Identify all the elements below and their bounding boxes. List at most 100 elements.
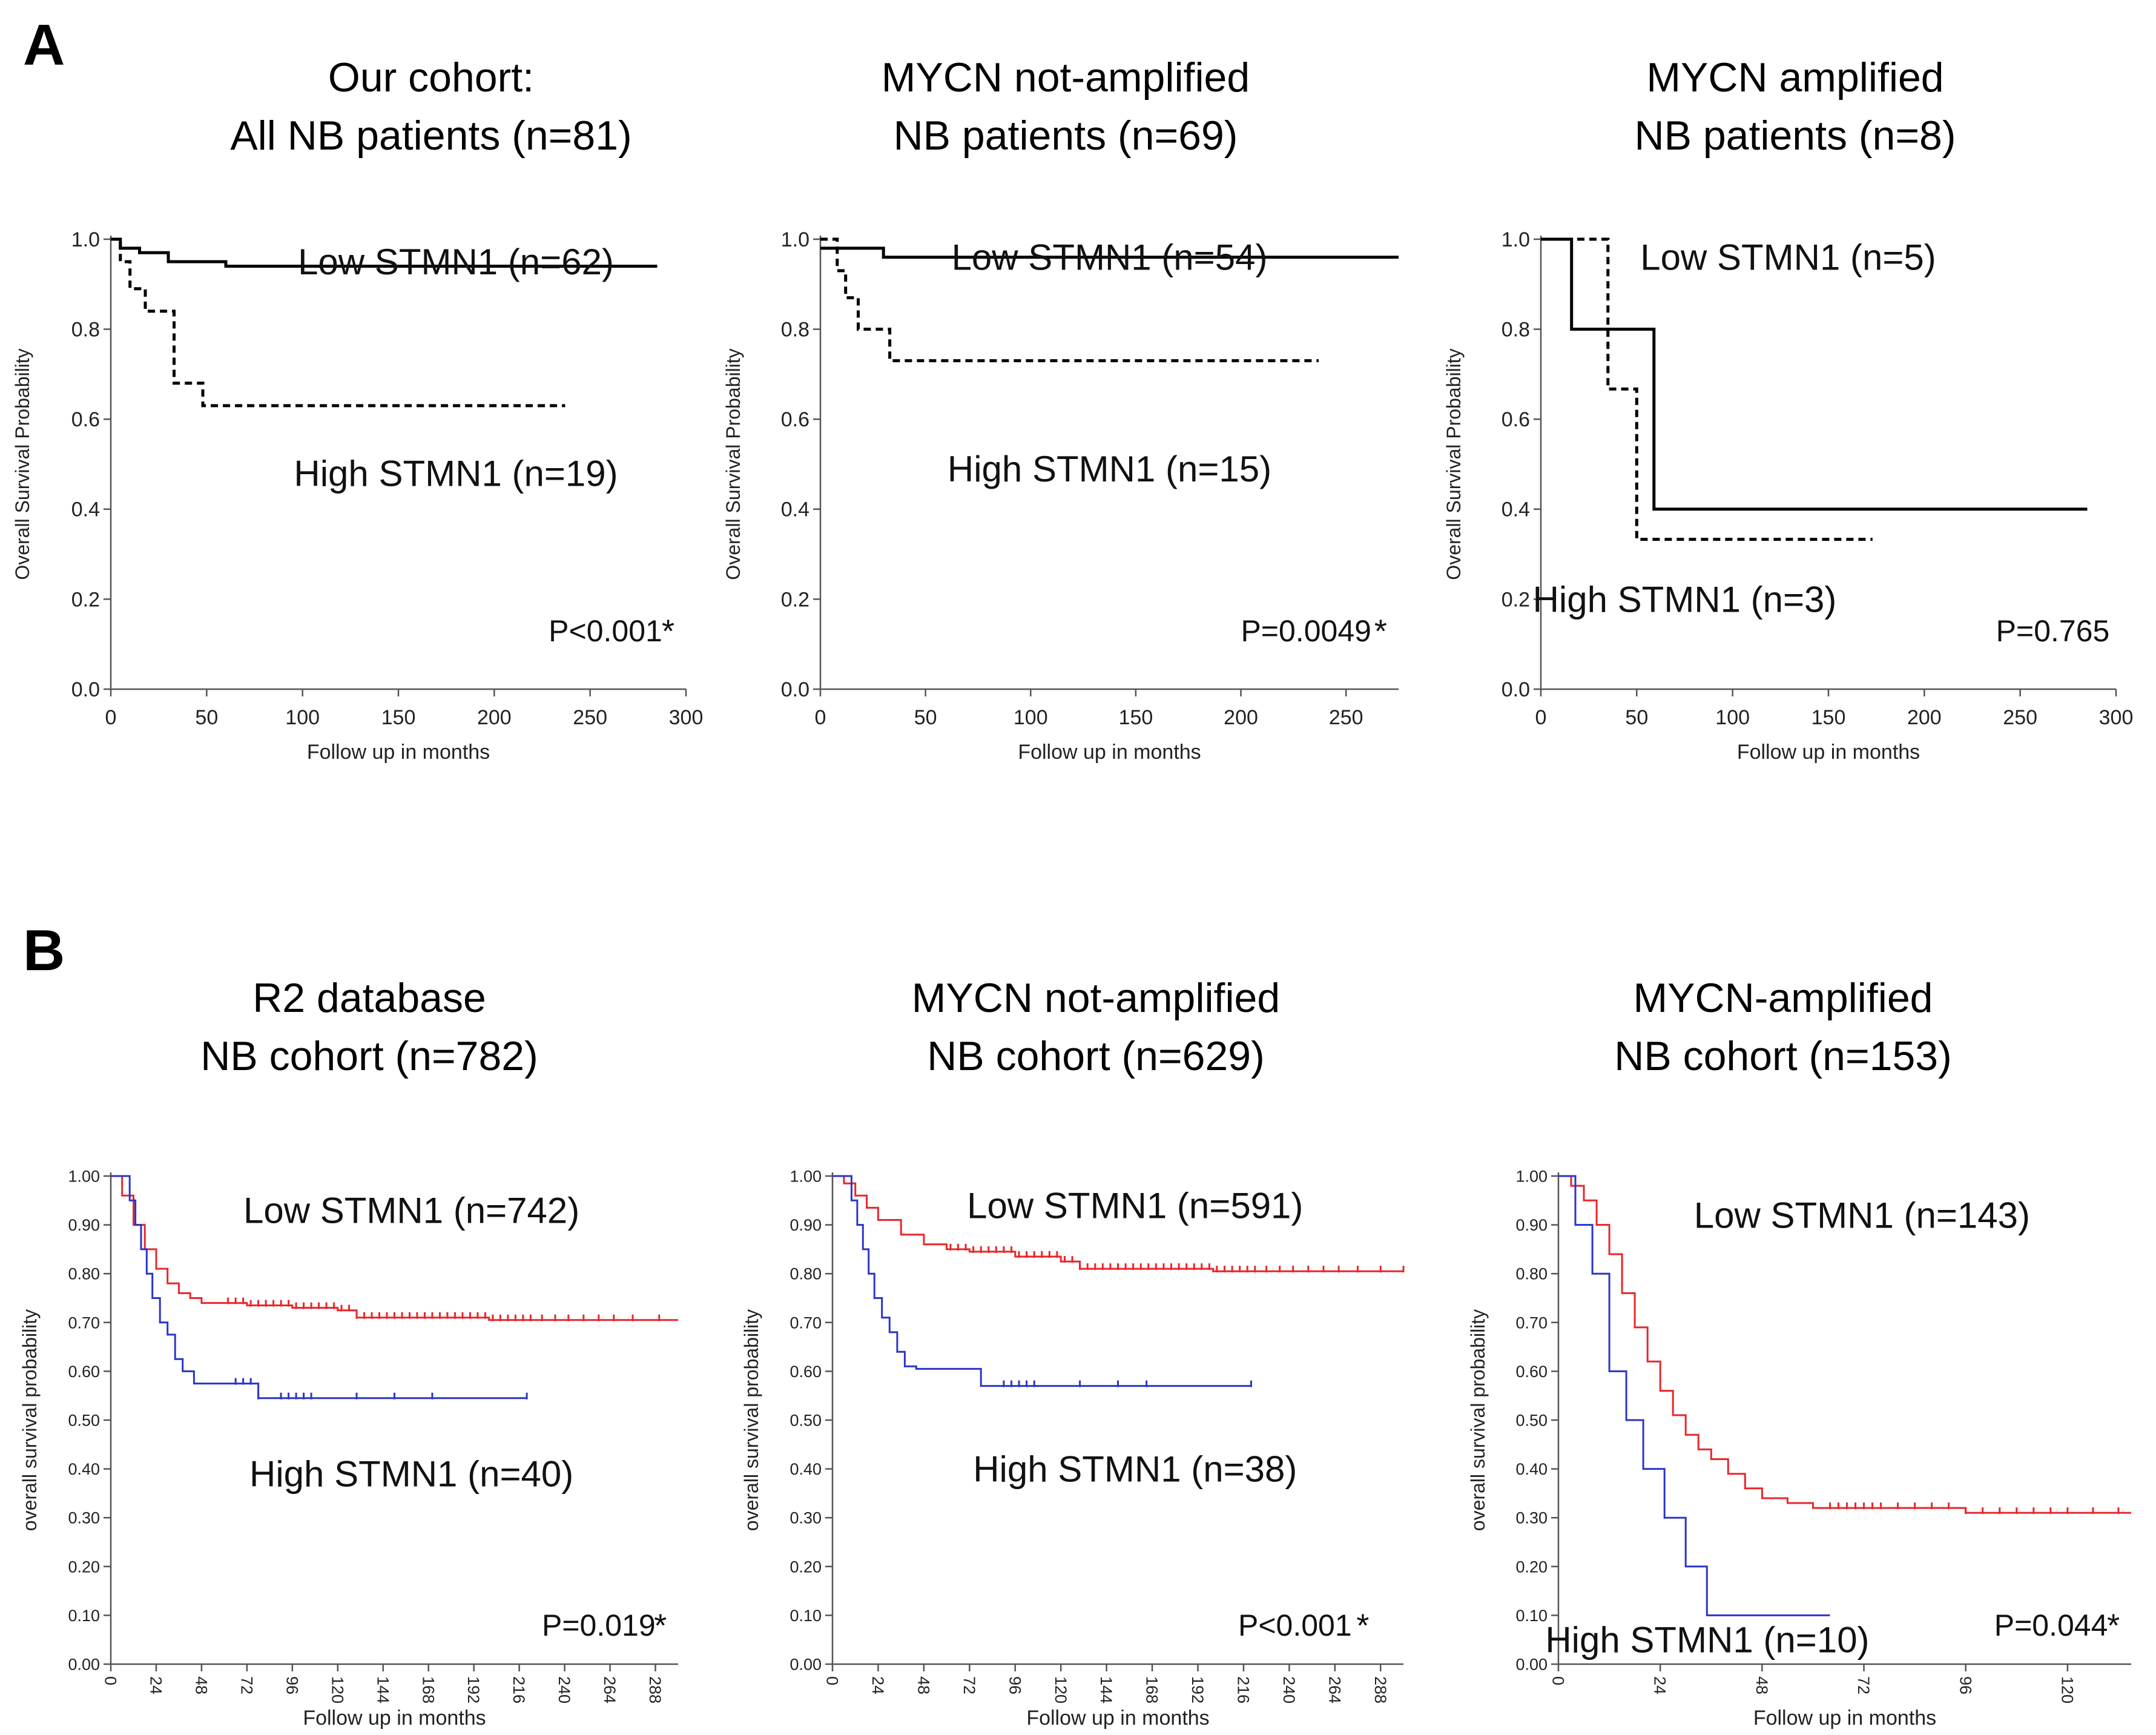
- chart-5-y-tick-label: 0.30: [790, 1509, 822, 1527]
- chart-5-x-tick-label: 216: [1235, 1676, 1253, 1704]
- chart-5-x-tick-label: 264: [1325, 1676, 1343, 1704]
- chart-6-y-tick-label: 0.60: [1515, 1363, 1548, 1381]
- chart-4-annotation-2: High STMN1 (n=40): [249, 1454, 573, 1495]
- chart-5-x-tick-label: 120: [1052, 1676, 1070, 1704]
- chart-1-title-line-2: All NB patients (n=81): [230, 113, 632, 159]
- chart-5-y-tick-label: 0.20: [790, 1558, 822, 1576]
- chart-2-y-tick-label: 0.0: [781, 678, 809, 701]
- chart-1-x-axis-label: Follow up in months: [307, 741, 490, 764]
- chart-3-x-tick-label: 250: [2003, 706, 2037, 729]
- chart-6-x-tick-label: 0: [1549, 1676, 1568, 1685]
- chart-6-x-tick-label: 96: [1956, 1676, 1974, 1694]
- chart-6-annotation-3: P=0.044: [1994, 1608, 2108, 1642]
- chart-1-annotation-4: *: [662, 613, 674, 649]
- chart-5-x-tick-label: 24: [869, 1676, 887, 1694]
- chart-2-x-tick-label: 100: [1014, 706, 1048, 729]
- chart-6-y-tick-label: 0.30: [1515, 1509, 1548, 1527]
- chart-3-y-tick-label: 0.8: [1502, 319, 1530, 342]
- chart-1-x-tick-label: 200: [477, 706, 512, 729]
- chart-4-y-tick-label: 0.60: [68, 1363, 100, 1381]
- chart-2-title-line-1: MYCN not-amplified: [881, 55, 1250, 101]
- chart-1-y-tick-label: 0.0: [71, 678, 100, 701]
- chart-3-y-tick-label: 0.6: [1502, 408, 1530, 431]
- chart-1-annotation-2: High STMN1 (n=19): [294, 453, 618, 494]
- chart-4-title-line-2: NB cohort (n=782): [200, 1033, 538, 1079]
- chart-5-y-tick-label: 0.60: [790, 1363, 822, 1381]
- chart-5-title-line-1: MYCN not-amplified: [911, 975, 1281, 1021]
- chart-5-annotation-1: Low STMN1 (n=591): [967, 1185, 1303, 1226]
- chart-4-x-tick-label: 48: [192, 1676, 210, 1694]
- chart-1-y-tick-label: 0.6: [71, 408, 100, 431]
- chart-2-y-tick-label: 0.4: [781, 498, 809, 521]
- chart-4-x-tick-label: 168: [419, 1676, 437, 1704]
- chart-6-series-2-line: [1558, 1175, 1830, 1616]
- chart-5-x-axis-label: Follow up in months: [1026, 1707, 1209, 1730]
- chart-5-y-tick-label: 1.00: [790, 1167, 822, 1185]
- chart-4-annotation-3: P=0.019: [542, 1608, 656, 1642]
- chart-6-x-tick-label: 72: [1854, 1676, 1873, 1694]
- chart-1-y-tick-label: 0.2: [71, 588, 100, 611]
- chart-4-y-axis-label: overall survival probability: [19, 1309, 41, 1531]
- chart-2-x-tick-label: 250: [1329, 706, 1363, 729]
- chart-3-title-line-1: MYCN amplified: [1646, 55, 1944, 101]
- chart-2-x-tick-label: 200: [1224, 706, 1258, 729]
- chart-3-y-axis-label: Overall Survival Probability: [1443, 348, 1465, 580]
- chart-2-title: MYCN not-amplified NB patients (n=69): [793, 48, 1338, 165]
- chart-3-x-tick-label: 50: [1625, 706, 1648, 729]
- chart-6-y-tick-label: 0.10: [1515, 1607, 1548, 1625]
- chart-3-x-tick-label: 0: [1535, 706, 1547, 729]
- chart-3-x-tick-label: 200: [1907, 706, 1942, 729]
- chart-6-y-tick-label: 0.80: [1515, 1265, 1548, 1283]
- chart-4-y-tick-label: 0.90: [68, 1216, 100, 1234]
- chart-5-x-tick-label: 168: [1143, 1676, 1161, 1704]
- chart-4-x-tick-label: 144: [374, 1676, 392, 1704]
- chart-2-title-line-2: NB patients (n=69): [893, 113, 1238, 159]
- chart-1-y-tick-label: 0.4: [71, 498, 100, 521]
- chart-1-y-tick-label: 1.0: [71, 228, 100, 251]
- chart-1-y-axis-label: Overall Survival Probability: [12, 348, 33, 580]
- chart-1-annotation-3: P<0.001: [549, 614, 662, 648]
- chart-3-title-line-2: NB patients (n=8): [1634, 113, 1956, 159]
- chart-2-annotation-3: P=0.0049: [1241, 614, 1371, 648]
- chart-1-x-tick-label: 150: [381, 706, 416, 729]
- chart-4-x-tick-label: 264: [601, 1676, 619, 1704]
- chart-5-annotation-3: P<0.001: [1238, 1608, 1352, 1642]
- chart-3-x-tick-label: 300: [2099, 706, 2134, 729]
- chart-3-series-2-line: [1541, 237, 1873, 541]
- chart-1-title-line-1: Our cohort:: [328, 55, 535, 101]
- chart-2-series-2-line: [820, 237, 1319, 363]
- chart-5-x-tick-label: 0: [823, 1676, 842, 1685]
- chart-4-annotation-1: Low STMN1 (n=742): [243, 1190, 579, 1231]
- chart-6-y-tick-label: 0.70: [1515, 1314, 1548, 1332]
- chart-2-y-tick-label: 0.2: [781, 588, 809, 611]
- chart-6-series-1-line: [1558, 1175, 2131, 1514]
- chart-3-annotation-1: Low STMN1 (n=5): [1640, 237, 1936, 278]
- chart-4-x-axis-label: Follow up in months: [303, 1707, 486, 1730]
- chart-4-y-tick-label: 0.80: [68, 1265, 100, 1283]
- chart-6-annotation-1: Low STMN1 (n=143): [1694, 1195, 2030, 1235]
- chart-5-x-tick-label: 48: [914, 1676, 932, 1694]
- chart-5-x-tick-label: 192: [1188, 1676, 1207, 1704]
- chart-5-y-tick-label: 0.40: [790, 1460, 822, 1478]
- chart-1-title: Our cohort: All NB patients (n=81): [159, 48, 704, 165]
- chart-5-y-tick-label: 0.00: [790, 1655, 822, 1673]
- chart-3-y-tick-label: 0.0: [1502, 678, 1530, 701]
- chart-3-x-tick-label: 100: [1715, 706, 1750, 729]
- chart-4-y-tick-label: 0.20: [68, 1558, 100, 1576]
- chart-2-annotation-1: Low STMN1 (n=54): [952, 237, 1268, 278]
- chart-4-x-tick-label: 120: [328, 1676, 346, 1704]
- chart-6-y-tick-label: 0.40: [1515, 1460, 1548, 1478]
- chart-3-series-1-line: [1541, 237, 2088, 511]
- chart-6-title: MYCN-amplified NB cohort (n=153): [1511, 969, 2055, 1085]
- chart-6-x-tick-label: 120: [2058, 1676, 2076, 1704]
- chart-1-x-tick-label: 300: [669, 706, 704, 729]
- chart-2-y-axis-label: Overall Survival Probability: [722, 348, 744, 580]
- chart-6-annotation-2: High STMN1 (n=10): [1545, 1620, 1869, 1661]
- chart-1-x-tick-label: 50: [195, 706, 218, 729]
- chart-5-y-tick-label: 0.50: [790, 1411, 822, 1429]
- panel-label-a: A: [23, 13, 65, 78]
- chart-1-y-tick-label: 0.8: [71, 319, 100, 342]
- chart-5-y-tick-label: 0.80: [790, 1265, 822, 1283]
- chart-4-title: R2 database NB cohort (n=782): [97, 969, 642, 1085]
